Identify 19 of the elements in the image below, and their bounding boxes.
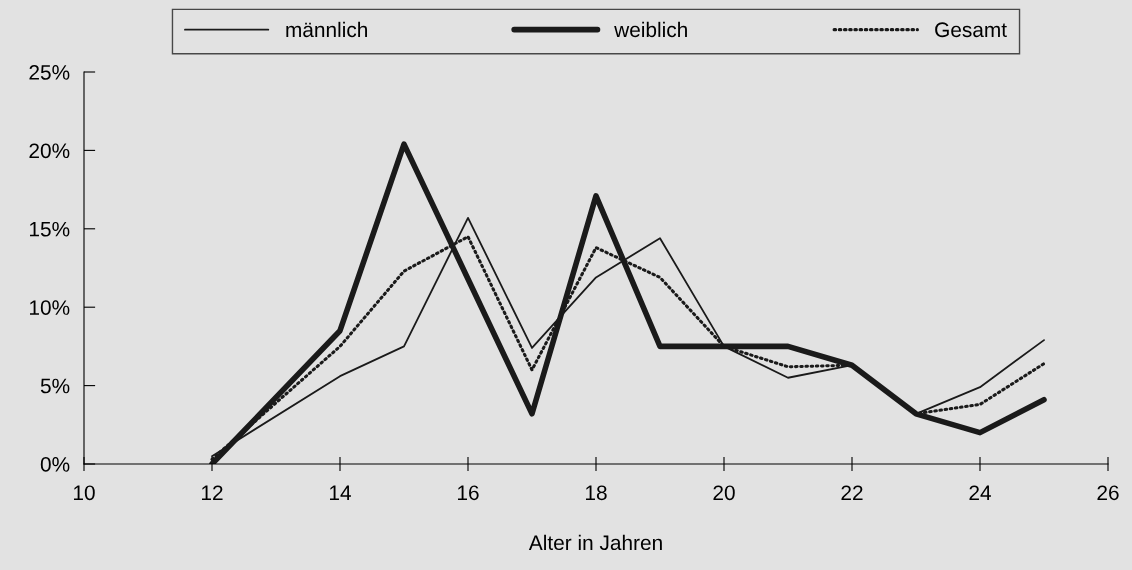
x-tick-label: 10 <box>74 485 95 501</box>
x-tick-label: 18 <box>586 485 607 501</box>
x-tick-label: 14 <box>330 485 351 500</box>
y-tick-label: 20% <box>29 143 70 159</box>
y-tick-label: 15% <box>30 221 70 237</box>
x-tick-label: 26 <box>1097 485 1119 501</box>
legend-label: männlich <box>286 21 367 38</box>
x-tick-label: 16 <box>458 485 479 501</box>
x-tick-label: 12 <box>202 485 223 500</box>
y-tick-label: 25% <box>29 65 70 80</box>
x-tick-label: 24 <box>969 485 991 500</box>
legend-label: Gesamt <box>935 22 1007 38</box>
y-tick-label: 5% <box>40 378 70 394</box>
y-tick-label: 10% <box>30 300 70 315</box>
legend-label: weiblich <box>614 21 687 38</box>
x-axis-title: Alter in Jahren <box>528 534 662 551</box>
x-tick-label: 20 <box>713 485 735 501</box>
y-tick-label: 0% <box>40 457 70 472</box>
x-tick-label: 22 <box>841 485 863 500</box>
